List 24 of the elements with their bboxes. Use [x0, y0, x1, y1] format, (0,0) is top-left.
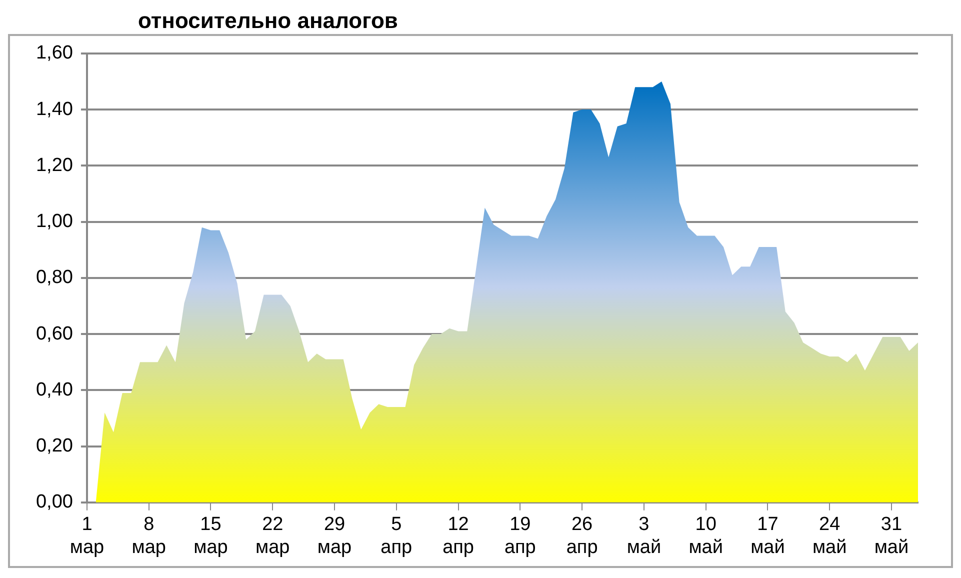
y-tick-label: 1,40 [36, 98, 73, 120]
x-tick-label: 3 май [626, 514, 662, 558]
chart-title: относительно аналогов [137, 8, 399, 34]
y-tick-label: 0,40 [36, 379, 73, 400]
x-tick-label: 17 май [750, 514, 785, 558]
y-tick-label: 1,00 [36, 211, 73, 232]
y-tick-label: 1,20 [36, 154, 73, 176]
x-tick-label: 5 апр [380, 514, 412, 558]
x-tick-label: 31 май [874, 514, 909, 558]
x-tick-label: 24 май [812, 514, 847, 558]
x-tick-label: 10 май [688, 514, 723, 558]
x-tick-label: 19 апр [504, 514, 536, 558]
x-tick-label: 22 мар [256, 514, 290, 558]
y-tick-label: 0,00 [36, 492, 73, 513]
y-tick-label: 0,60 [36, 323, 73, 344]
x-tick-label: 26 апр [566, 514, 598, 558]
x-tick-label: 15 мар [194, 514, 228, 558]
y-tick-label: 0,20 [36, 436, 73, 457]
y-tick-label: 1,60 [36, 42, 73, 64]
y-tick-label: 0,80 [36, 267, 73, 288]
x-tick-label: 12 апр [442, 514, 474, 558]
x-tick-label: 29 мар [317, 514, 352, 558]
x-tick-label: 8 мар [132, 514, 166, 558]
x-tick-label: 1 мар [70, 514, 104, 558]
